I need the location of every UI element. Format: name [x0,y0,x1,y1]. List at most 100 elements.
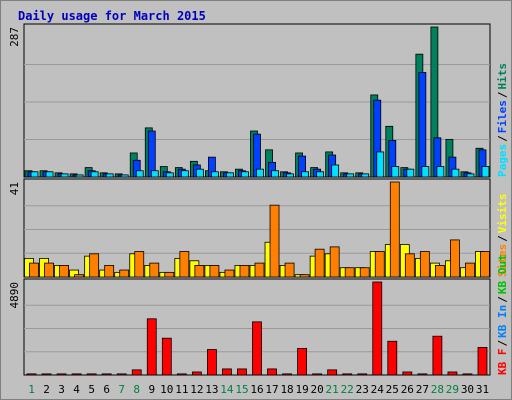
bar [116,373,127,376]
bar [329,246,340,278]
x-tick-label: 17 [265,383,278,396]
bar [161,337,172,376]
x-tick-label: 19 [295,383,308,396]
x-tick-label: 1 [28,383,35,396]
bar [465,262,475,278]
bar [346,173,355,178]
x-tick-label: 7 [118,383,125,396]
bar [361,173,370,178]
x-tick-label: 2 [43,383,50,396]
legend-separator: / [496,91,509,98]
x-tick-label: 16 [250,383,263,396]
bar [59,265,69,278]
bar [269,204,280,278]
bar [436,166,445,178]
bar [451,168,460,178]
bar [421,166,430,178]
bar [434,265,445,278]
x-tick-label: 26 [401,383,414,396]
bar [312,373,323,376]
bar [105,173,114,178]
bar [256,168,264,178]
bar [239,265,250,278]
x-tick-label: 5 [88,383,95,396]
x-tick-label: 18 [280,383,293,396]
x-tick-label: 6 [103,383,110,396]
legend-item: KB F [496,349,509,376]
bar [149,262,160,278]
bar [419,251,430,278]
x-tick-label: 23 [356,383,369,396]
bar [74,274,85,278]
bar [301,171,309,178]
bar [75,174,84,178]
bar [211,171,219,178]
bar [374,251,385,278]
bar [226,172,234,178]
bar [314,248,325,278]
x-tick-label: 8 [133,383,140,396]
bar [331,164,340,178]
bar [89,253,100,278]
bar [207,349,217,376]
bar [417,373,428,376]
bar [209,265,220,278]
bar [299,274,310,278]
bar [194,265,205,278]
bar [135,170,144,178]
x-tick-label: 24 [371,383,385,396]
y-max-label: 4890 [8,282,21,309]
bar [391,166,400,178]
bar [150,170,159,178]
bar [462,373,473,376]
bar [69,269,80,278]
x-tick-label: 27 [416,383,429,396]
legend-item: KB In [496,305,509,338]
y-max-label: 287 [8,27,21,47]
bar [165,172,174,178]
bar [481,166,490,178]
bar [376,151,385,178]
bar [131,369,142,376]
bar [134,251,145,278]
bar [164,271,175,278]
bar [60,173,69,178]
bar [297,347,307,376]
bar [29,262,39,278]
x-tick-label: 3 [58,383,65,396]
x-tick-label: 28 [431,383,444,396]
bar [466,173,475,178]
bar [372,281,383,376]
bar [146,318,157,376]
legend: Sites /Visits [496,194,509,278]
bar [90,171,99,178]
legend-item: Pages [496,144,509,177]
bar [26,373,37,376]
bar [222,368,232,376]
bar [101,373,112,376]
legend-separator: / [496,135,509,142]
bar [286,173,294,178]
bar [447,371,458,376]
bar [282,373,292,376]
bar [120,174,129,178]
bar [71,373,82,376]
legend-separator: / [496,340,509,347]
legend-item: Files [496,100,509,133]
bar [241,171,249,178]
x-tick-label: 15 [235,383,248,396]
bar [344,267,355,278]
legend-separator: / [496,296,509,303]
x-tick-label: 22 [341,383,354,396]
x-tick-label: 29 [446,383,459,396]
x-tick-label: 31 [476,383,489,396]
bar [195,168,204,178]
bar [316,171,325,178]
bar [56,373,67,376]
legend-item: Sites [496,244,509,277]
bar [404,253,415,278]
bar [254,262,265,278]
x-tick-label: 30 [461,383,474,396]
x-tick-label: 11 [175,383,188,396]
